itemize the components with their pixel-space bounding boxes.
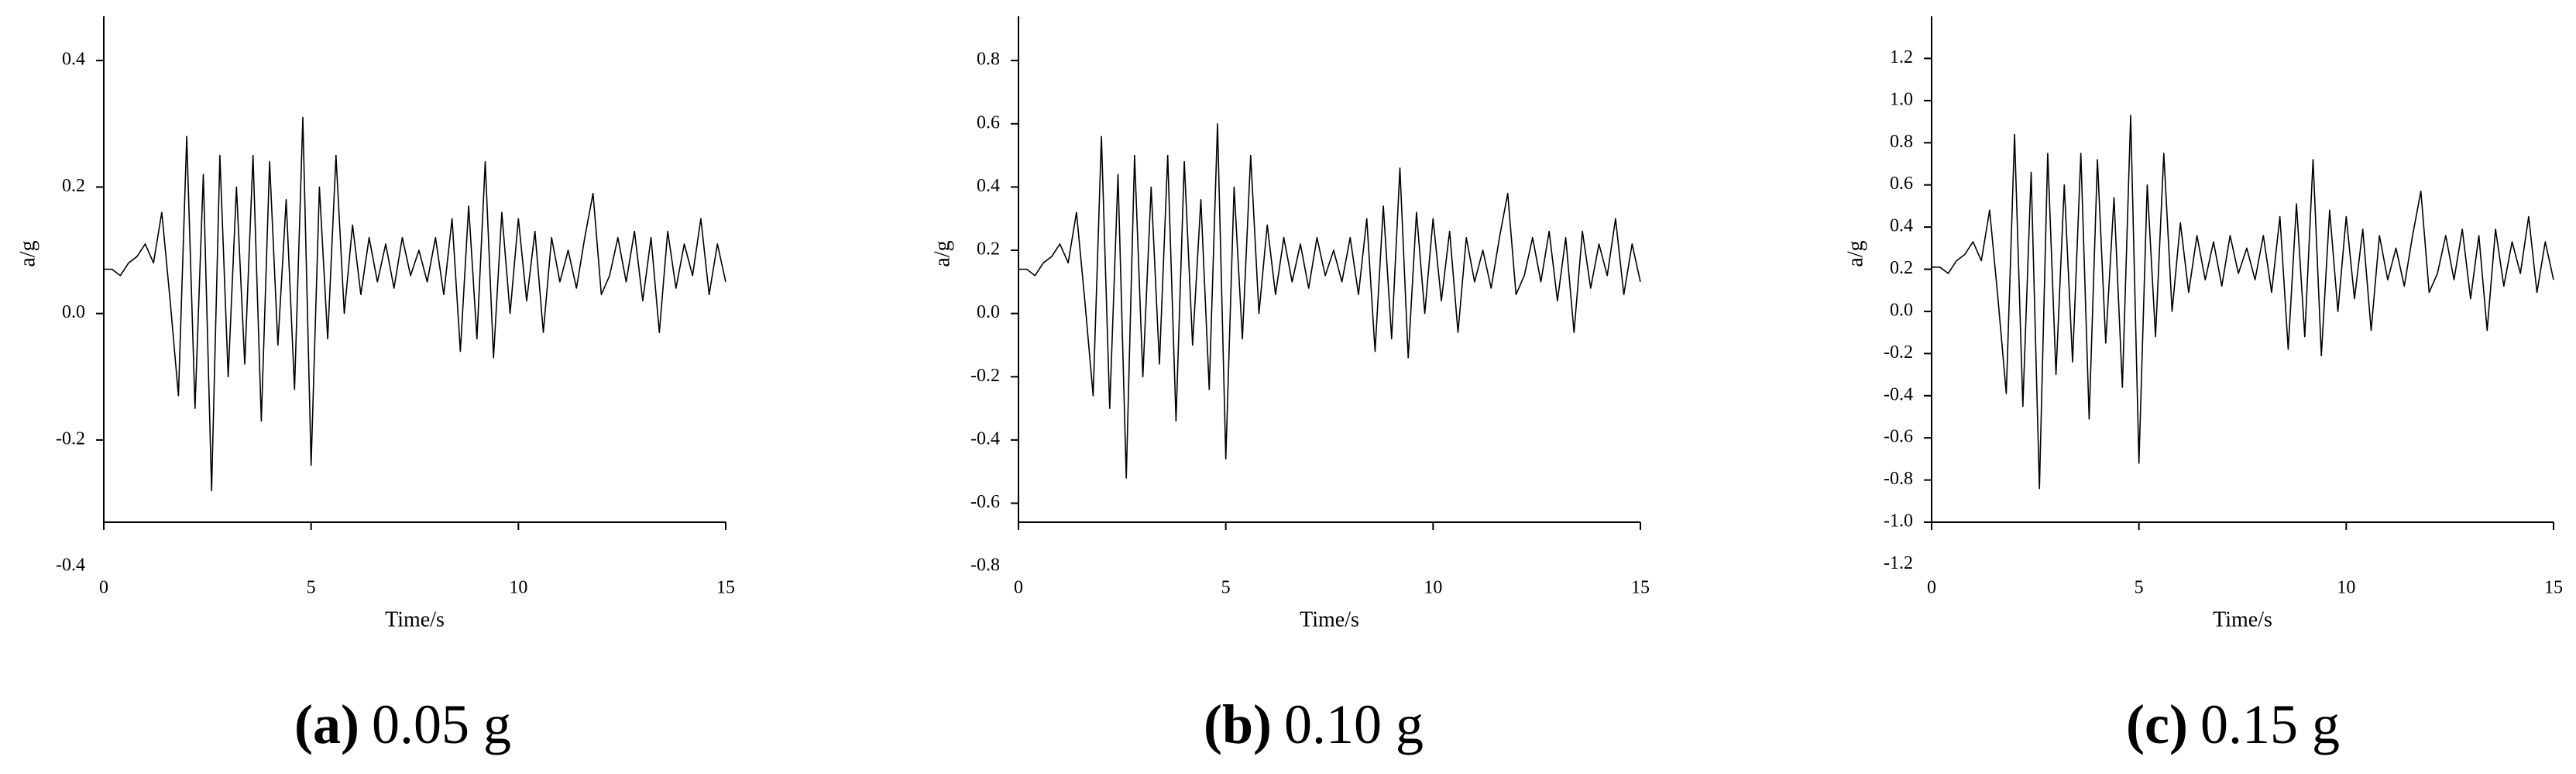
y-tick-label: -0.6 xyxy=(970,492,1000,512)
y-tick-label: -0.8 xyxy=(1884,469,1913,489)
caption-label: (c) xyxy=(2126,693,2188,755)
x-axis-label: Time/s xyxy=(2213,607,2272,631)
y-tick-label: -0.4 xyxy=(56,556,85,576)
y-tick-label: 0.2 xyxy=(1890,258,1913,278)
y-tick-label: -0.8 xyxy=(970,556,1000,576)
y-tick-label: -1.0 xyxy=(1884,511,1913,531)
y-tick-label: 0.4 xyxy=(1890,216,1913,236)
x-tick-label: 15 xyxy=(2544,578,2563,598)
signal-line xyxy=(1932,115,2554,490)
caption-text: 0.05 g xyxy=(372,693,511,755)
y-tick-label: 0.0 xyxy=(62,302,85,322)
y-tick-label: -0.4 xyxy=(1884,384,1913,404)
y-tick-label: -0.6 xyxy=(1884,427,1913,447)
y-tick-label: -0.2 xyxy=(1884,342,1913,363)
caption: (c) 0.15 g xyxy=(2126,693,2340,755)
y-tick-label: 0.8 xyxy=(1890,132,1913,152)
y-tick-label: -1.2 xyxy=(1884,553,1913,573)
x-tick-label: 0 xyxy=(1927,578,1936,598)
x-tick-label: 5 xyxy=(2135,578,2144,598)
x-tick-label: 5 xyxy=(1221,578,1231,598)
panel: -0.4 -0.2 0.0 0.2 0.4 0 5 10 15 Time/s a/g (a) 0.05 … xyxy=(15,16,735,755)
y-tick-label: -0.2 xyxy=(970,366,1000,386)
y-tick-label: 1.2 xyxy=(1890,47,1913,67)
panel: -1.2 -1.0 -0.8 -0.6 -0.4 -0.2 0.0 0.2 0.4 0.6 0.8 1… xyxy=(1843,16,2563,755)
signal-line xyxy=(1018,123,1641,479)
x-tick-label: 10 xyxy=(1424,578,1442,598)
y-axis-label: a/g xyxy=(930,240,954,267)
x-axis-label: Time/s xyxy=(385,607,445,631)
y-tick-label: 0.8 xyxy=(977,50,1000,70)
signal-line xyxy=(104,116,726,491)
x-tick-label: 10 xyxy=(2337,578,2355,598)
y-tick-label: 0.6 xyxy=(977,112,1000,132)
x-tick-label: 15 xyxy=(1631,578,1650,598)
caption-text: 0.15 g xyxy=(2200,693,2340,755)
y-tick-label: 0.2 xyxy=(977,239,1000,260)
y-tick-label: 0.0 xyxy=(977,302,1000,322)
caption-text: 0.10 g xyxy=(1284,693,1424,755)
y-tick-label: 0.0 xyxy=(1890,300,1913,320)
y-tick-label: 0.6 xyxy=(1890,174,1913,194)
x-tick-label: 5 xyxy=(307,578,316,598)
caption: (b) 0.10 g xyxy=(1204,693,1424,755)
caption-label: (b) xyxy=(1204,693,1272,755)
y-tick-label: 0.2 xyxy=(62,176,85,196)
y-tick-label: 1.0 xyxy=(1890,89,1913,109)
y-tick-label: -0.4 xyxy=(970,428,1000,449)
x-tick-label: 0 xyxy=(1014,578,1023,598)
panel: -0.8 -0.6 -0.4 -0.2 0.0 0.2 0.4 0.6 0.8 0 5 10 15 Tim… xyxy=(930,16,1650,755)
x-tick-label: 0 xyxy=(99,578,108,598)
y-axis-label: a/g xyxy=(15,240,39,267)
caption: (a) 0.05 g xyxy=(294,693,511,755)
x-tick-label: 15 xyxy=(716,578,735,598)
x-axis-label: Time/s xyxy=(1300,607,1359,631)
y-tick-label: 0.4 xyxy=(62,50,85,70)
y-tick-label: 0.4 xyxy=(977,176,1000,196)
y-tick-label: -0.2 xyxy=(56,428,85,449)
y-axis-label: a/g xyxy=(1843,240,1867,267)
x-tick-label: 10 xyxy=(509,578,527,598)
caption-label: (a) xyxy=(294,693,359,755)
